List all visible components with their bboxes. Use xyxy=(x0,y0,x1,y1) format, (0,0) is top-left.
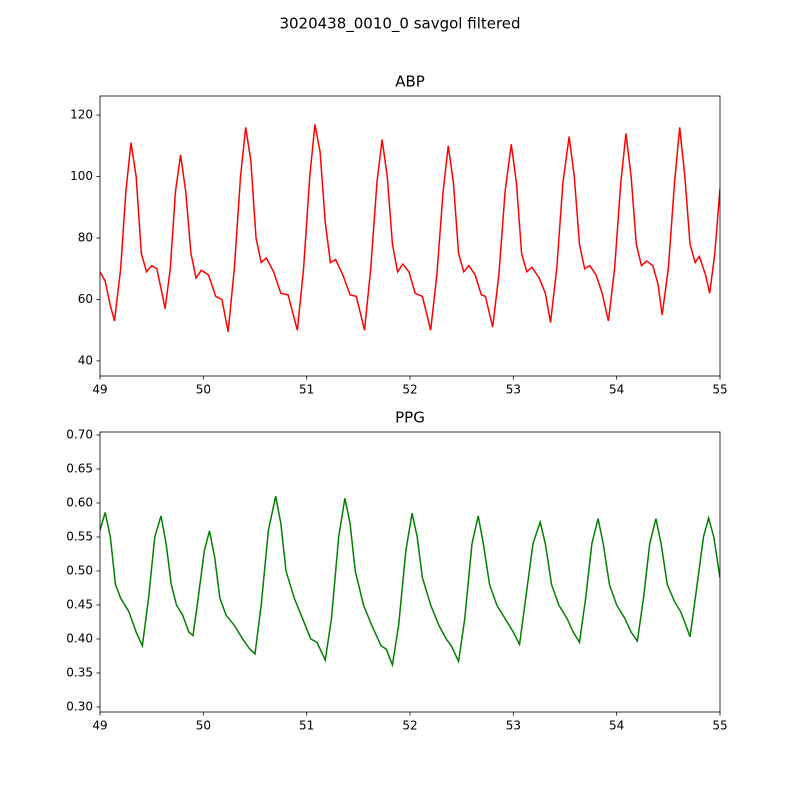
line xyxy=(100,124,720,332)
x-tick-label: 55 xyxy=(712,383,727,397)
x-tick-label: 53 xyxy=(506,719,521,733)
y-tick-label: 0.60 xyxy=(66,495,93,509)
x-tick-label: 52 xyxy=(402,383,417,397)
y-tick-label: 0.50 xyxy=(66,563,93,577)
x-tick-label: 53 xyxy=(506,383,521,397)
x-tick-label: 54 xyxy=(609,719,624,733)
figure-title: 3020438_0010_0 savgol filtered xyxy=(279,15,520,34)
y-tick-label: 60 xyxy=(78,292,93,306)
axes-frame xyxy=(99,431,721,713)
axes-title: PPG xyxy=(395,409,425,427)
x-tick-label: 49 xyxy=(92,719,107,733)
y-tick-label: 100 xyxy=(70,169,93,183)
x-tick-label: 49 xyxy=(92,383,107,397)
x-tick-label: 50 xyxy=(196,383,211,397)
y-tick-label: 0.55 xyxy=(66,529,93,543)
y-tick-label: 120 xyxy=(70,108,93,122)
x-tick-label: 51 xyxy=(299,383,314,397)
y-tick-label: 40 xyxy=(78,353,93,367)
x-tick-label: 54 xyxy=(609,383,624,397)
axes-title: ABP xyxy=(395,73,425,91)
y-tick-label: 0.65 xyxy=(66,461,93,475)
y-tick-label: 0.30 xyxy=(66,699,93,713)
y-tick-label: 0.40 xyxy=(66,631,93,645)
x-tick-label: 52 xyxy=(402,719,417,733)
y-tick-label: 0.70 xyxy=(66,427,93,441)
y-tick-label: 0.35 xyxy=(66,665,93,679)
x-tick-label: 50 xyxy=(196,719,211,733)
x-tick-label: 55 xyxy=(712,719,727,733)
x-tick-label: 51 xyxy=(299,719,314,733)
line xyxy=(100,496,720,668)
y-tick-label: 80 xyxy=(78,230,93,244)
axes-frame xyxy=(99,95,721,377)
y-tick-label: 0.45 xyxy=(66,597,93,611)
